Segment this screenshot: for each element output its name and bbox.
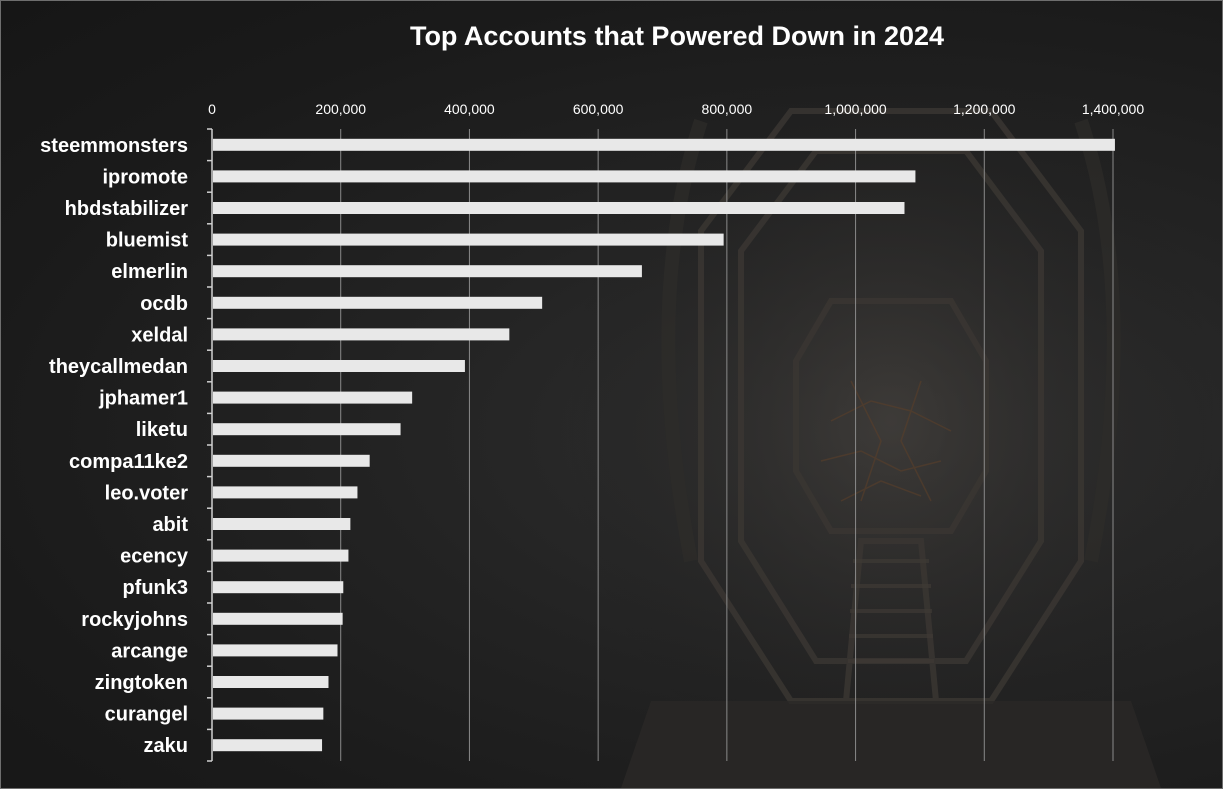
bar-compa11ke2 [213,454,370,467]
category-labels: steemmonsters ipromote hbdstabilizer bluemi… [40,135,189,757]
bar-zingtoken [213,676,329,688]
category-label: xeldal [131,324,188,346]
x-tick-label: 1,000,000 [824,101,886,117]
bar-ipromote [213,170,916,183]
category-label: curangel [105,704,188,726]
category-label: bluemist [106,230,189,252]
bar-elmerlin [213,265,642,278]
bar-arcange [213,644,338,657]
category-label: arcange [111,640,188,662]
category-label: rockyjohns [81,609,188,631]
x-tick-label: 1,200,000 [953,101,1015,117]
category-label: jphamer1 [98,388,188,410]
x-tick-label: 0 [208,101,216,117]
bar-leo.voter [213,486,358,499]
category-label: theycallmedan [49,356,188,378]
category-label: hbdstabilizer [65,198,189,220]
category-label: pfunk3 [122,577,188,599]
category-label: compa11ke2 [69,451,188,473]
x-tick-label: 400,000 [444,101,495,117]
gridlines [340,129,1114,761]
bar-theycallmedan [213,360,465,372]
category-label: zaku [144,735,188,757]
bar-rockyjohns [213,612,343,625]
bar-bluemist [213,233,724,246]
bars [213,138,1115,752]
y-axis [207,128,213,762]
bar-zaku [213,739,323,752]
bar-abit [213,518,351,530]
category-label: elmerlin [111,261,188,283]
x-tick-label: 200,000 [315,101,366,117]
x-tick-label: 1,400,000 [1082,101,1144,117]
bar-pfunk3 [213,581,344,594]
bar-xeldal [213,328,510,341]
x-axis-tick-labels: 0 200,000 400,000 600,000 800,000 1,000,000 1,… [208,101,1144,117]
category-label: zingtoken [95,672,188,694]
category-label: liketu [136,419,188,441]
bar-ecency [213,549,349,562]
bar-jphamer1 [213,391,413,404]
bar-ocdb [213,296,543,309]
x-tick-label: 600,000 [573,101,624,117]
bar-curangel [213,707,324,720]
bar-liketu [213,423,401,436]
category-label: steemmonsters [40,135,188,157]
bar-hbdstabilizer [213,202,905,214]
bar-steemmonsters [213,138,1115,151]
category-label: ocdb [140,293,188,315]
category-label: ecency [120,546,189,568]
category-label: leo.voter [105,482,189,504]
chart-title: Top Accounts that Powered Down in 2024 [410,21,944,51]
category-label: ipromote [102,166,188,188]
category-label: abit [152,514,188,536]
x-tick-label: 800,000 [702,101,753,117]
